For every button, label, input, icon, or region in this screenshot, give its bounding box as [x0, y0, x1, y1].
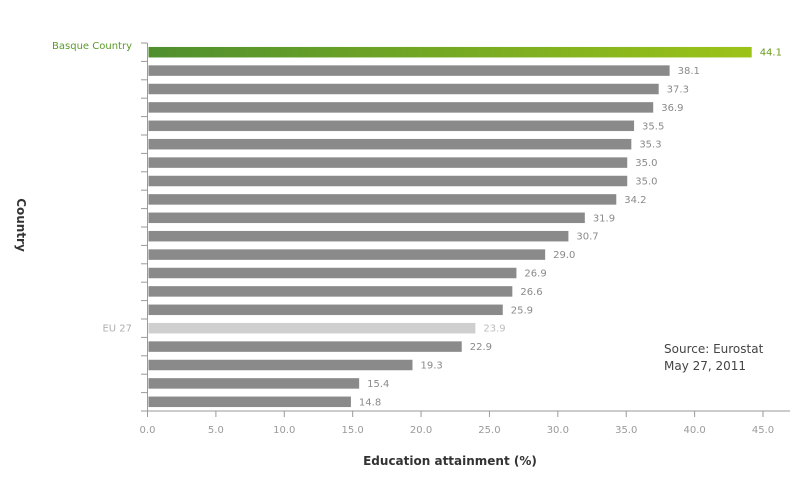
x-tick-label: 25.0 — [478, 425, 500, 436]
x-tick-label: 15.0 — [342, 425, 364, 436]
data-label: 29.0 — [553, 250, 575, 261]
x-tick-label: 20.0 — [410, 425, 432, 436]
bar — [148, 230, 569, 242]
x-tick-label: 40.0 — [683, 425, 705, 436]
data-label: 26.9 — [524, 269, 546, 280]
bar — [148, 175, 628, 187]
data-label: 30.7 — [576, 232, 598, 243]
date-line: May 27, 2011 — [664, 359, 747, 373]
data-label: 22.9 — [470, 342, 492, 353]
data-label: 19.3 — [420, 361, 442, 372]
x-tick-label: 5.0 — [208, 425, 224, 436]
source-line: Source: Eurostat — [664, 342, 764, 356]
data-label: 35.0 — [635, 177, 657, 188]
bar — [148, 212, 585, 224]
data-label: 38.1 — [678, 66, 700, 77]
data-label: 23.9 — [483, 324, 505, 335]
bar — [148, 120, 635, 132]
data-label: 35.5 — [642, 121, 664, 132]
bar — [148, 102, 654, 113]
bar — [148, 267, 517, 279]
x-tick-label: 0.0 — [140, 425, 156, 436]
bar — [148, 157, 628, 168]
x-axis-label: Education attainment (%) — [363, 454, 537, 468]
category-label: EU 27 — [102, 324, 132, 335]
data-label: 36.9 — [661, 103, 683, 114]
x-tick-label: 35.0 — [615, 425, 637, 436]
x-tick-label: 45.0 — [752, 425, 774, 436]
bar — [148, 286, 513, 297]
source-note: Source: Eurostat May 27, 2011 — [664, 341, 763, 375]
category-label: Basque Country — [52, 41, 132, 52]
bar — [148, 304, 503, 316]
bar — [148, 341, 462, 352]
data-label: 44.1 — [760, 48, 782, 59]
bar — [148, 378, 360, 389]
data-label: 26.6 — [520, 287, 542, 298]
bar — [148, 65, 670, 76]
bar — [148, 46, 752, 58]
axes: 0.0 5.0 10.0 15.0 20.0 25.0 30.0 35.0 40.0 45.0 — [140, 42, 790, 436]
data-label: 25.9 — [511, 305, 533, 316]
data-label: 34.2 — [624, 195, 646, 206]
x-tick-label: 30.0 — [547, 425, 569, 436]
bars — [148, 46, 752, 408]
labels: 44.1 Basque Country 38.1 37.3 36.9 35.5 35.3 35… — [52, 41, 782, 408]
bar — [148, 83, 659, 95]
x-tick-label: 10.0 — [273, 425, 295, 436]
bar — [148, 396, 351, 408]
bar — [148, 359, 413, 371]
data-label: 35.0 — [635, 158, 657, 169]
data-label: 14.8 — [359, 397, 381, 408]
bar — [148, 194, 617, 205]
data-label: 15.4 — [367, 379, 389, 390]
bar — [148, 249, 546, 260]
bar — [148, 138, 632, 150]
data-label: 35.3 — [639, 140, 661, 151]
data-label: 31.9 — [593, 213, 615, 224]
y-axis-label: Country — [14, 198, 28, 252]
data-label: 37.3 — [667, 85, 689, 96]
bar — [148, 322, 476, 334]
